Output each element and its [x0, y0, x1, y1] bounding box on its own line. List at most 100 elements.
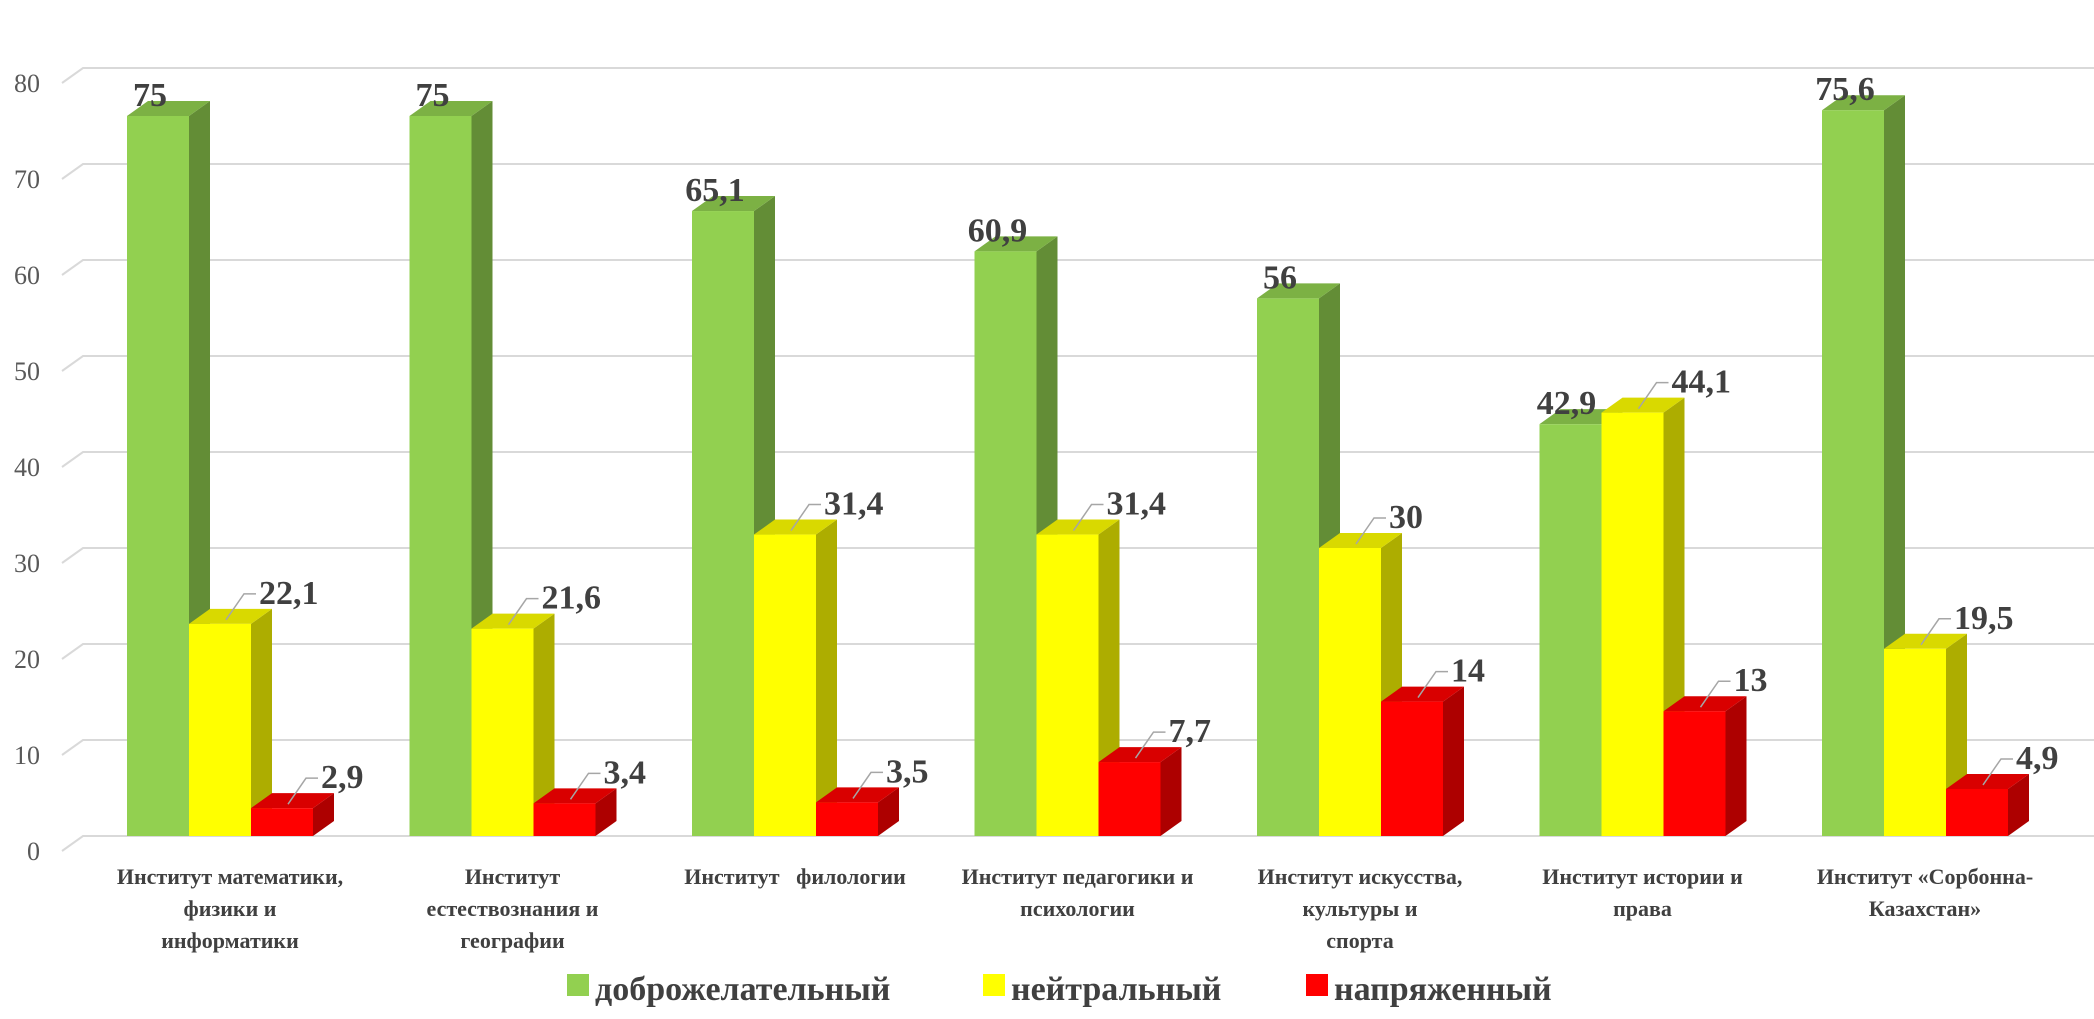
bar-front	[533, 803, 596, 836]
legend-swatch	[983, 974, 1005, 996]
data-label: 56	[1263, 259, 1297, 296]
data-label: 13	[1734, 662, 1768, 699]
bar-1-4	[1319, 533, 1402, 836]
bar-top	[1319, 533, 1402, 548]
bar-top	[1381, 686, 1464, 702]
data-label: 65,1	[685, 172, 745, 209]
bar-side	[1443, 686, 1464, 836]
data-label: 3,4	[604, 754, 647, 791]
bar-top	[1822, 95, 1905, 111]
bar-front	[1663, 711, 1726, 836]
bar-front	[816, 802, 878, 836]
gridline	[61, 451, 2094, 468]
category-label: спорта	[1326, 928, 1393, 953]
category-label: Институт педагогики и	[962, 864, 1194, 889]
bar-side	[816, 519, 837, 836]
category-label: Институт истории и	[1542, 864, 1743, 889]
bar-top	[127, 101, 210, 116]
bar-front	[189, 623, 251, 836]
bar-front	[1539, 424, 1602, 836]
data-label: 19,5	[1954, 600, 2014, 637]
legend-label: напряженный	[1334, 971, 1552, 1008]
data-label: 2,9	[321, 759, 364, 796]
data-label: 44,1	[1672, 364, 1732, 401]
leader-line	[1920, 618, 1951, 646]
bar-side	[251, 608, 272, 836]
bar-2-4	[1381, 686, 1464, 836]
data-label: 75	[133, 77, 167, 114]
bar-front	[1257, 298, 1319, 836]
leader-line	[1637, 381, 1669, 410]
bar-2-1	[533, 788, 617, 836]
bar-front	[692, 211, 754, 837]
gridline	[61, 643, 2094, 660]
bar-front	[1946, 788, 2008, 836]
leader-line	[790, 503, 821, 531]
category-label: Институт «Сорбонна-	[1817, 864, 2033, 889]
bar-front	[754, 534, 816, 836]
bar-top	[1663, 696, 1747, 712]
bar-2-2	[816, 787, 899, 836]
category-label: культуры и	[1302, 896, 1417, 921]
data-label: 60,9	[968, 212, 1028, 249]
bar-side	[1160, 747, 1182, 836]
bar-front	[1319, 548, 1381, 836]
gridline	[61, 547, 2094, 564]
category-label: информатики	[161, 928, 299, 953]
bar-side	[533, 613, 555, 836]
bar-top	[816, 787, 899, 803]
bar-side	[2008, 773, 2029, 836]
category-label: Институт математики,	[117, 864, 343, 889]
data-label: 75,6	[1815, 71, 1875, 108]
y-tick-label: 60	[14, 261, 40, 290]
category-label: Казахстан»	[1869, 896, 1981, 921]
bar-top	[1036, 519, 1120, 535]
data-label: 42,9	[1537, 385, 1597, 422]
leader-line	[225, 593, 256, 621]
category-label: географии	[460, 928, 565, 953]
data-label: 7,7	[1169, 713, 1212, 750]
bar-2-6	[1946, 773, 2029, 836]
bar-top	[409, 101, 493, 116]
bar-front	[1822, 110, 1884, 837]
leader-line	[1355, 517, 1386, 545]
y-tick-label: 30	[14, 549, 40, 578]
data-label: 31,4	[1107, 486, 1167, 523]
category-label: психологии	[1020, 896, 1135, 921]
data-label: 22,1	[259, 575, 319, 612]
bar-side	[595, 788, 617, 836]
bar-1-2	[754, 519, 837, 836]
bar-top	[533, 788, 617, 804]
data-label: 31,4	[824, 486, 884, 523]
legend: доброжелательный нейтральный напряженный	[567, 971, 1552, 1008]
bar-front	[1601, 412, 1664, 836]
bar-top	[754, 519, 837, 535]
bar-2-3	[1098, 747, 1182, 836]
gridline	[61, 835, 2094, 852]
category-label: Институт искусства,	[1258, 864, 1463, 889]
bar-side	[313, 793, 334, 836]
bar-top	[1098, 747, 1182, 763]
legend-label: нейтральный	[1011, 971, 1221, 1008]
bar-front	[1036, 534, 1099, 836]
leader-line	[1072, 503, 1104, 531]
gridlines	[61, 67, 2094, 852]
legend-item: напряженный	[1306, 971, 1552, 1008]
y-tick-label: 80	[14, 69, 40, 98]
legend-label: доброжелательный	[595, 971, 890, 1008]
leader-line	[852, 771, 883, 799]
y-tick-label: 10	[14, 741, 40, 770]
category-label: физики и	[184, 896, 277, 921]
bars	[127, 95, 2029, 837]
y-tick-label: 0	[27, 837, 40, 866]
bar-side	[1725, 696, 1747, 836]
y-tick-label: 40	[14, 453, 40, 482]
bar-top	[471, 613, 555, 629]
data-labels: 75 22,1 2,9 75 21,6 3,4 65,1 31,4 3,5 60,9 31,4 7,7…	[133, 71, 2059, 805]
y-tick-label: 70	[14, 165, 40, 194]
bar-top	[692, 196, 775, 212]
legend-swatch	[1306, 974, 1328, 996]
legend-item: доброжелательный	[567, 971, 890, 1008]
bar-2-5	[1663, 696, 1747, 836]
